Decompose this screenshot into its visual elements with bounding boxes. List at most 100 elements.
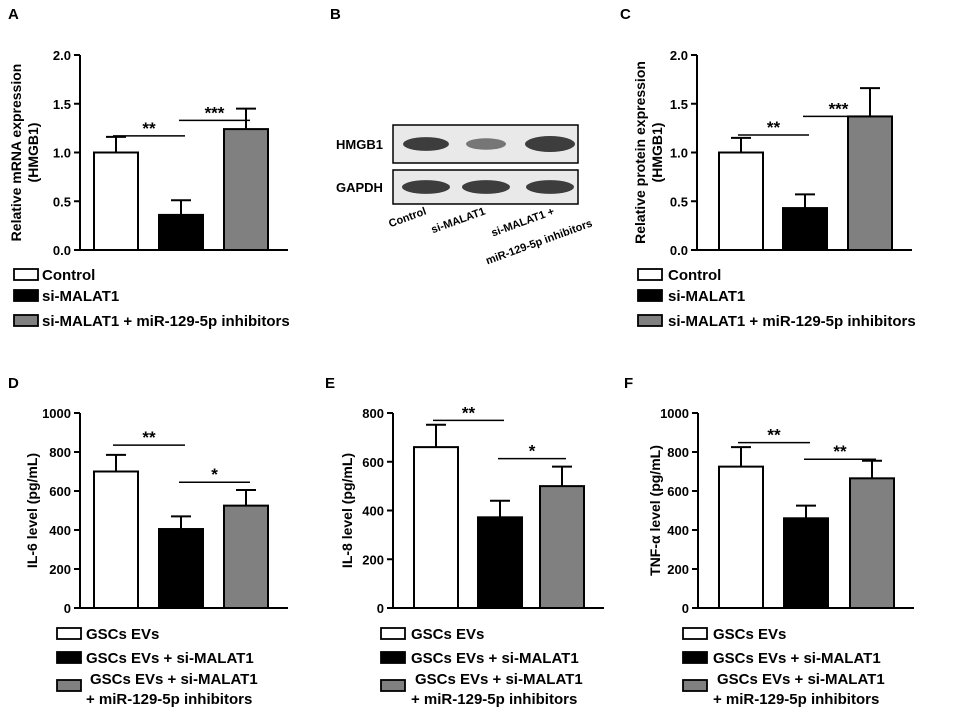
y-tick-label: 1000 — [660, 406, 689, 421]
blot-band — [462, 180, 510, 194]
legend-swatch — [13, 268, 39, 281]
significance-label: ** — [767, 426, 781, 445]
y-tick-label: 200 — [667, 562, 689, 577]
panel-c: C 0.0 0.5 1.0 1.5 2.0 Relative protein express… — [620, 6, 916, 330]
significance-label: * — [529, 442, 536, 461]
y-axis-label-line: TNF-α level (pg/mL) — [647, 445, 663, 576]
y-tick-label: 200 — [49, 562, 71, 577]
bar-1 — [93, 470, 139, 609]
panel-letter: C — [620, 6, 631, 23]
legend-label: si-MALAT1 — [668, 288, 745, 305]
bar-3 — [223, 128, 269, 252]
legend-swatch — [637, 289, 663, 302]
legend-swatch — [13, 314, 39, 327]
legend-label: GSCs EVs — [411, 626, 484, 643]
legend-label: GSCs EVs + si-MALAT1 — [713, 650, 881, 667]
y-tick-label: 1.0 — [53, 146, 71, 161]
panel-letter: D — [8, 375, 19, 392]
legend-label: GSCs EVs — [86, 626, 159, 643]
y-axis-label: IL-6 level (pg/mL) — [24, 453, 40, 568]
y-axis-label-line: Relative mRNA expression — [8, 64, 24, 242]
y-tick-label: 1.5 — [53, 97, 71, 112]
legend-label-line: GSCs EVs + si-MALAT1 — [717, 671, 885, 688]
blot-band — [402, 180, 450, 194]
legend-label-line: + miR-129-5p inhibitors — [713, 691, 879, 708]
legend-label: GSCs EVs + si-MALAT1 + miR-129-5p inhibit… — [713, 671, 885, 708]
significance-label: ** — [833, 442, 847, 461]
significance-label: ** — [767, 118, 781, 137]
legend: Control si-MALAT1 si-MALAT1 + miR-129-5p i… — [637, 267, 916, 330]
legend-label: GSCs EVs — [713, 626, 786, 643]
y-tick-label: 0 — [377, 601, 384, 616]
legend-swatch — [13, 289, 39, 302]
significance-label: ** — [462, 403, 476, 422]
y-axis-label-line: (HMGB1) — [649, 123, 665, 183]
legend-label-line: GSCs EVs + si-MALAT1 — [90, 671, 258, 688]
y-tick-label: 200 — [362, 552, 384, 567]
legend: GSCs EVs GSCs EVs + si-MALAT1 GSCs EVs + s… — [56, 626, 258, 708]
y-tick-label: 2.0 — [53, 48, 71, 63]
legend-label-line: + miR-129-5p inhibitors — [86, 691, 252, 708]
bar-3 — [849, 477, 895, 610]
legend-label: GSCs EVs + si-MALAT1 + miR-129-5p inhibit… — [411, 671, 583, 708]
panel-letter: F — [624, 375, 633, 392]
lane-label: Control — [387, 206, 428, 231]
y-tick-label: 1.0 — [670, 146, 688, 161]
blot-band — [466, 138, 506, 150]
panel-letter: B — [330, 6, 341, 23]
y-axis-label: Relative mRNA expression(HMGB1) — [8, 64, 41, 242]
y-tick-label: 800 — [49, 445, 71, 460]
y-axis-label-line: IL-8 level (pg/mL) — [339, 453, 355, 568]
legend-label: GSCs EVs + si-MALAT1 — [411, 650, 579, 667]
y-tick-label: 600 — [362, 455, 384, 470]
y-tick-label: 600 — [667, 484, 689, 499]
y-axis-label-line: IL-6 level (pg/mL) — [24, 453, 40, 568]
legend-swatch — [380, 651, 406, 664]
bar-2 — [158, 213, 204, 251]
y-tick-label: 0 — [64, 601, 71, 616]
bar-3 — [223, 504, 269, 609]
bar-3 — [847, 115, 893, 251]
blot-label: HMGB1 — [336, 137, 383, 152]
legend-label: si-MALAT1 + miR-129-5p inhibitors — [668, 313, 916, 330]
legend-label: si-MALAT1 + miR-129-5p inhibitors — [42, 313, 290, 330]
blot-label: GAPDH — [336, 180, 383, 195]
y-tick-label: 800 — [667, 445, 689, 460]
significance-label: ** — [142, 428, 156, 447]
significance-label: *** — [205, 103, 225, 122]
legend-swatch — [56, 651, 82, 664]
bar-2 — [783, 517, 829, 609]
y-axis-label-line: (HMGB1) — [25, 123, 41, 183]
bar-1 — [718, 465, 764, 609]
legend-label: Control — [668, 267, 721, 284]
y-tick-label: 2.0 — [670, 48, 688, 63]
bar-2 — [782, 207, 828, 251]
legend-label-line: GSCs EVs + si-MALAT1 — [415, 671, 583, 688]
y-axis-label: TNF-α level (pg/mL) — [647, 445, 663, 576]
y-axis-label: Relative protein expression(HMGB1) — [632, 61, 665, 244]
bar-2 — [158, 528, 204, 610]
legend-swatch — [637, 268, 663, 281]
blot-band — [526, 180, 574, 194]
legend-swatch — [380, 679, 406, 692]
blot-band — [403, 137, 449, 151]
bar-1 — [718, 151, 764, 251]
y-tick-label: 800 — [362, 406, 384, 421]
legend-label: Control — [42, 267, 95, 284]
significance-label: *** — [829, 99, 849, 118]
y-tick-label: 1000 — [42, 406, 71, 421]
y-tick-label: 0 — [682, 601, 689, 616]
legend-swatch — [56, 679, 82, 692]
y-tick-label: 0.0 — [53, 243, 71, 258]
legend-swatch — [682, 679, 708, 692]
y-tick-label: 1.5 — [670, 97, 688, 112]
y-tick-label: 400 — [362, 504, 384, 519]
significance-label: * — [211, 465, 218, 484]
legend-label: GSCs EVs + si-MALAT1 — [86, 650, 254, 667]
y-tick-label: 0.5 — [53, 194, 71, 209]
